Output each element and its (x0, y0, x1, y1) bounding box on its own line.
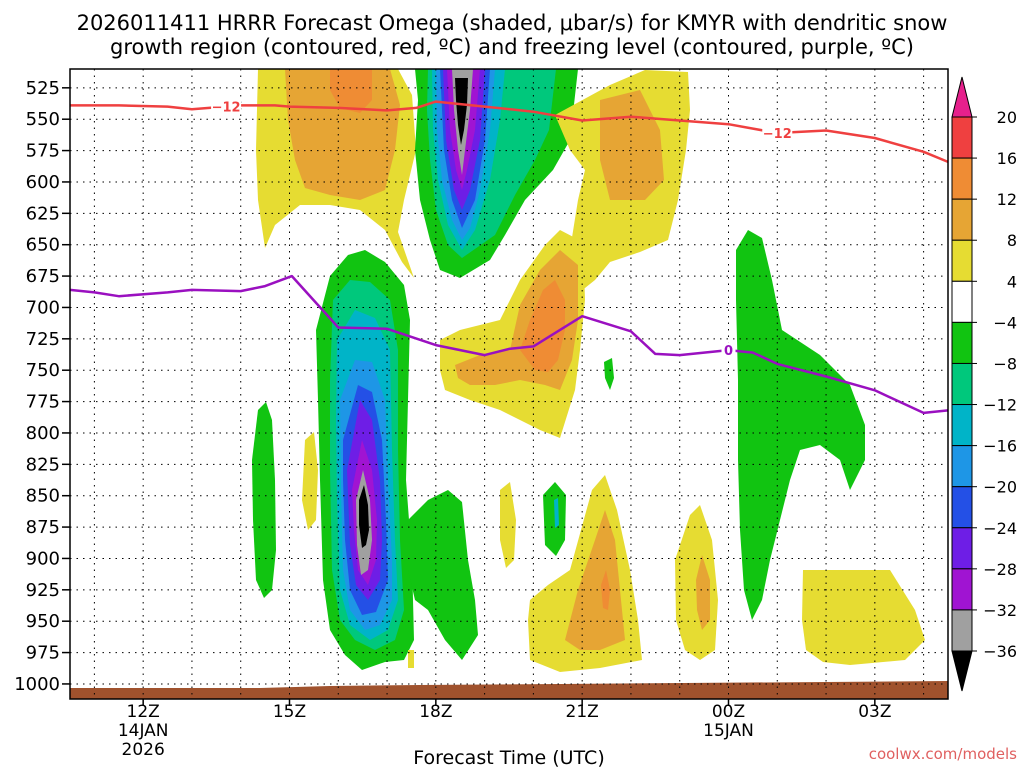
colorbar-label: −36 (983, 642, 1017, 661)
y-tick-label: 550 (26, 109, 60, 130)
y-tick-label: 850 (26, 486, 60, 507)
plot-border (69, 68, 949, 700)
y-tick-label: 825 (26, 454, 60, 475)
colorbar-bin (951, 568, 973, 611)
y-tick-label: 650 (26, 235, 60, 256)
omega-region-positive-low-3 (802, 570, 925, 665)
omega-region-8-low-1 (565, 510, 625, 650)
isotherm-label: 0 (724, 344, 733, 359)
omega-region-negative-small-1 (252, 402, 276, 598)
x-tick-date: 15JAN (703, 721, 754, 741)
x-tick-label: 18Z (419, 702, 452, 722)
omega-region-36-upper (455, 78, 468, 145)
chart-title-line-1: 2026011411 HRRR Forecast Omega (shaded, … (77, 11, 948, 35)
omega-region-16-low-1 (601, 570, 610, 610)
colorbar-label: 8 (1007, 231, 1017, 250)
y-tick-label: 600 (26, 172, 60, 193)
colorbar-label: 16 (997, 149, 1017, 168)
omega-region-8-upper-left (285, 69, 400, 200)
isotherm-label-bg (211, 98, 242, 115)
y-tick-label: 575 (26, 141, 60, 162)
y-tick-label: 675 (26, 266, 60, 287)
isotherm-lines: −12 −12 0 (69, 98, 949, 415)
y-tick-label: 900 (26, 548, 60, 569)
colorbar-label: −8 (993, 354, 1017, 373)
omega-region-12-upper-left (330, 69, 372, 113)
grid-lines (70, 69, 948, 699)
colorbar-label: −12 (983, 396, 1017, 415)
colorbar-label: 20 (997, 108, 1017, 127)
chart-title-line-2: growth region (contoured, red, ºC) and f… (110, 35, 914, 59)
x-axis-label: Forecast Time (UTC) (413, 747, 604, 768)
colorbar-label: −4 (993, 313, 1017, 332)
y-tick-label: 1000 (14, 674, 60, 695)
colorbar-bin (951, 486, 973, 529)
omega-region-negative-low-1 (408, 490, 478, 660)
x-tick-year: 2026 (122, 740, 165, 760)
colorbar-label: −16 (983, 437, 1017, 456)
y-tick-label: 625 (26, 203, 60, 224)
colorbar-bin (951, 321, 973, 364)
colorbar-bin (951, 116, 973, 159)
colorbar-label: −24 (983, 519, 1017, 538)
colorbar-label: −20 (983, 478, 1017, 497)
isotherm-line-1 (69, 274, 949, 415)
y-tick-label: 775 (26, 392, 60, 413)
x-tick-label: 21Z (566, 702, 599, 722)
omega-region-negative-small-2 (543, 482, 566, 556)
omega-region-negative-small-4 (604, 358, 614, 390)
omega-region-8-low-2 (696, 555, 710, 630)
y-tick-label: 875 (26, 517, 60, 538)
colorbar-top-arrow (951, 76, 973, 118)
x-tick-label: 00Z (712, 702, 745, 722)
colorbar-bin (951, 157, 973, 200)
colorbar-label: −32 (983, 601, 1017, 620)
x-tick-date: 14JAN (118, 721, 169, 741)
y-tick-label: 925 (26, 580, 60, 601)
x-tick-label: 03Z (858, 702, 891, 722)
colorbar-label: −28 (983, 560, 1017, 579)
isotherm-label: −12 (212, 101, 241, 116)
colorbar: 20 16 12 8 4 −4 −8 −12 −16 −20 −24 −28 −32 −36 (951, 76, 1017, 692)
colorbar-bin (951, 198, 973, 241)
y-tick-label: 525 (26, 78, 60, 99)
y-tick-label: 700 (26, 297, 60, 318)
isotherm-label-bg (762, 125, 793, 142)
omega-region-12-mid (520, 280, 565, 372)
omega-region-negative-right (736, 230, 865, 620)
omega-region-positive-small-3 (408, 650, 414, 668)
omega-region-36-core (359, 485, 369, 548)
y-tick-label: 975 (26, 643, 60, 664)
colorbar-bin (951, 527, 973, 570)
colorbar-bin (951, 239, 973, 282)
y-tick-label: 950 (26, 611, 60, 632)
colorbar-bin (951, 280, 973, 323)
y-axis-ticks: 525 550 575 600 625 650 675 700 725 750 775 800 825 8… (14, 78, 70, 695)
omega-region-negative-small-3 (554, 498, 559, 528)
isotherm-label: −12 (763, 127, 792, 142)
colorbar-bin (951, 445, 973, 488)
isotherm-label-bg (721, 342, 736, 359)
omega-region-positive-small-1 (302, 432, 318, 530)
x-tick-label: 15Z (273, 702, 306, 722)
y-tick-label: 750 (26, 360, 60, 381)
omega-shading (70, 69, 948, 699)
colorbar-bin (951, 404, 973, 447)
y-tick-label: 800 (26, 423, 60, 444)
colorbar-bottom-arrow (951, 650, 973, 692)
colorbar-label: 12 (997, 190, 1017, 209)
colorbar-bin (951, 609, 973, 652)
colorbar-bin (951, 362, 973, 406)
watermark: coolwx.com/models (869, 745, 1017, 763)
colorbar-label: 4 (1007, 272, 1017, 291)
y-tick-label: 725 (26, 329, 60, 350)
omega-region-positive-small-2 (500, 482, 516, 568)
x-tick-label: 12Z (127, 702, 160, 722)
